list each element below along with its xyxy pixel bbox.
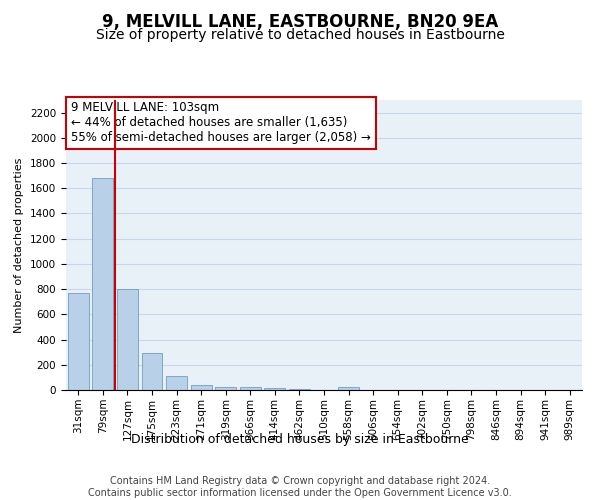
Text: Contains HM Land Registry data © Crown copyright and database right 2024.
Contai: Contains HM Land Registry data © Crown c… <box>88 476 512 498</box>
Bar <box>338 388 359 390</box>
Bar <box>142 353 163 390</box>
Bar <box>265 388 286 390</box>
Text: 9, MELVILL LANE, EASTBOURNE, BN20 9EA: 9, MELVILL LANE, EASTBOURNE, BN20 9EA <box>102 12 498 30</box>
Bar <box>117 289 138 390</box>
Bar <box>240 388 261 390</box>
Text: 9 MELVILL LANE: 103sqm
← 44% of detached houses are smaller (1,635)
55% of semi-: 9 MELVILL LANE: 103sqm ← 44% of detached… <box>71 102 371 144</box>
Y-axis label: Number of detached properties: Number of detached properties <box>14 158 25 332</box>
Bar <box>289 388 310 390</box>
Bar <box>215 387 236 390</box>
Bar <box>92 178 113 390</box>
Text: Size of property relative to detached houses in Eastbourne: Size of property relative to detached ho… <box>95 28 505 42</box>
Bar <box>68 293 89 390</box>
Bar <box>166 376 187 390</box>
Bar <box>191 385 212 390</box>
Text: Distribution of detached houses by size in Eastbourne: Distribution of detached houses by size … <box>131 432 469 446</box>
